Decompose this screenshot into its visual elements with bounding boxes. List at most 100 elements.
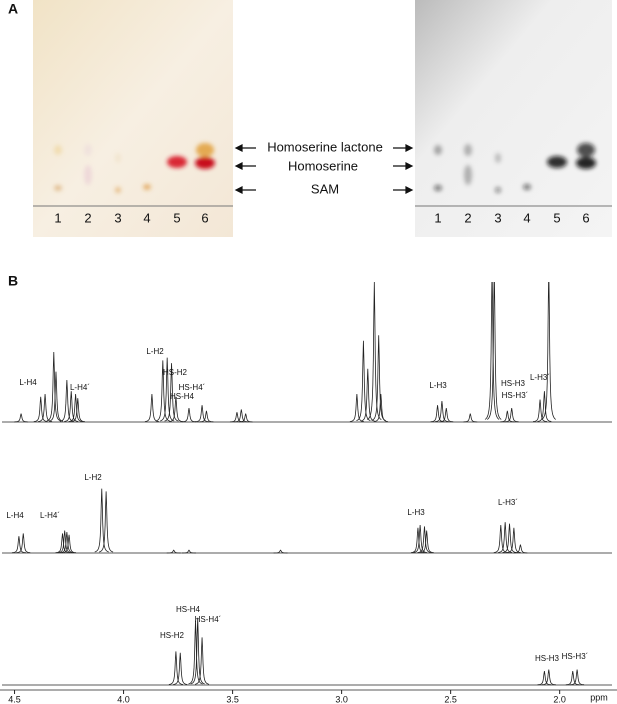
peak [417, 526, 432, 553]
tlc-spot [115, 187, 121, 193]
peak [463, 413, 478, 423]
tick-label: 2.5 [444, 694, 457, 704]
tlc-spot [434, 185, 442, 191]
peak [160, 357, 175, 422]
peak-label: HS-H4´ [179, 383, 206, 392]
peak [537, 670, 552, 686]
spots [54, 143, 596, 193]
tlc-spot [54, 185, 62, 191]
peak-label: L-H4 [19, 378, 37, 387]
peak-label: HS-H3´ [562, 652, 589, 661]
lane-number: 2 [464, 210, 471, 225]
peak [234, 409, 249, 423]
tlc-spot [54, 145, 62, 155]
peak-label: L-H4´ [70, 383, 90, 392]
lane-number: 3 [494, 210, 501, 225]
compound-label: SAM [311, 181, 339, 196]
axis-unit: ppm [590, 692, 608, 702]
tlc-spot [84, 144, 92, 156]
peak [64, 391, 79, 422]
peak [14, 413, 29, 423]
tlc-plate-gray [415, 0, 612, 237]
tlc-spot [576, 157, 596, 169]
lane-number: 1 [434, 210, 441, 225]
peak [541, 669, 556, 686]
tlc-spot [167, 156, 187, 168]
tlc-spot [84, 165, 92, 185]
peak [33, 396, 48, 422]
arrows [234, 144, 414, 194]
peak [532, 399, 548, 423]
peak [419, 530, 434, 554]
lane-number: 6 [582, 210, 589, 225]
peak [57, 530, 72, 554]
lane-number: 2 [84, 210, 91, 225]
tlc-spot [523, 184, 531, 190]
spectrum [2, 617, 612, 686]
peak [439, 407, 454, 423]
peak [46, 351, 61, 422]
peak-label: L-H3´ [530, 373, 550, 382]
tlc-spot [577, 143, 595, 157]
peak-label: HS-H4´ [195, 615, 222, 624]
peak-label: HS-H2 [163, 368, 188, 377]
peak [173, 652, 188, 685]
peak [94, 488, 109, 553]
peak [168, 651, 183, 685]
lane-number: 5 [173, 210, 180, 225]
peak [59, 531, 74, 554]
peak [48, 371, 64, 422]
tlc-spot [495, 153, 501, 163]
peak-label: L-H4´ [40, 511, 60, 520]
peak-label: HS-H4 [170, 392, 195, 401]
peak [502, 523, 517, 553]
peak [506, 527, 521, 553]
lane-number: 5 [553, 210, 560, 225]
tlc-spot [143, 184, 151, 190]
lane-number: 6 [201, 210, 208, 225]
peak-label: HS-H4 [176, 605, 201, 614]
peak [238, 413, 253, 423]
peak [62, 534, 77, 554]
tlc-spot [464, 144, 472, 156]
peak [188, 620, 203, 685]
peak [68, 393, 83, 422]
tlc-spot [495, 187, 501, 193]
lane-number: 1 [54, 210, 61, 225]
peak [16, 533, 31, 554]
peak [194, 637, 210, 685]
peak [70, 398, 85, 423]
peak [570, 669, 585, 686]
peak [11, 536, 26, 554]
peak [190, 617, 205, 685]
peak [541, 282, 557, 420]
tlc-spot [195, 157, 215, 169]
peak-label: L-H3 [429, 381, 447, 390]
peak [144, 393, 159, 422]
spectrum [2, 488, 612, 554]
peak [504, 407, 519, 423]
peak-label: L-H3´ [498, 498, 518, 507]
tick-label: 3.5 [226, 694, 239, 704]
tlc-spot [196, 143, 214, 157]
tick-label: 4.0 [117, 694, 130, 704]
peak-label: HS-H3 [535, 654, 560, 663]
peak-label: HS-H3´ [502, 391, 529, 400]
lane-number: 4 [523, 210, 530, 225]
peak [434, 400, 449, 423]
compound-label: Homoserine lactone [267, 139, 383, 154]
tlc-spot [547, 156, 567, 168]
peak [164, 363, 179, 422]
tick-label: 4.5 [8, 694, 21, 704]
peak [181, 549, 196, 554]
peak [537, 391, 552, 422]
lane-number: 3 [114, 210, 121, 225]
peak [373, 393, 388, 422]
panel-label: B [8, 273, 18, 289]
peak [413, 524, 428, 553]
tlc-spot [464, 165, 472, 185]
peak [565, 670, 580, 686]
peak [199, 410, 214, 423]
peak-label: HS-H2 [160, 631, 185, 640]
